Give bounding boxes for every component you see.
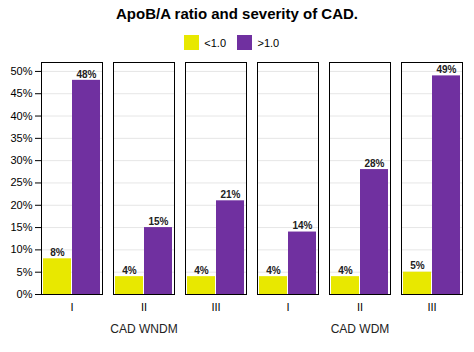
svg-text:III: III <box>427 301 436 313</box>
svg-text:0%: 0% <box>17 288 33 300</box>
svg-text:45%: 45% <box>10 87 32 99</box>
svg-text:CAD WNDM: CAD WNDM <box>110 322 177 336</box>
svg-text:III: III <box>211 301 220 313</box>
html-text:<1.0: <1.0 <box>204 36 226 49</box>
html-text:>1.0: >1.0 <box>257 36 280 49</box>
svg-text:30%: 30% <box>10 154 32 166</box>
svg-text:II: II <box>357 301 363 313</box>
svg-text:20%: 20% <box>10 199 32 211</box>
svg-text:49%: 49% <box>436 64 456 75</box>
svg-text:CAD WDM: CAD WDM <box>331 322 390 336</box>
svg-text:15%: 15% <box>10 221 32 233</box>
svg-text:5%: 5% <box>410 260 425 271</box>
svg-text:I: I <box>286 301 289 313</box>
svg-text:14%: 14% <box>292 220 312 231</box>
svg-text:4%: 4% <box>194 265 209 276</box>
svg-text:10%: 10% <box>10 243 32 255</box>
svg-text:40%: 40% <box>10 110 32 122</box>
svg-text:5%: 5% <box>17 266 33 278</box>
svg-text:28%: 28% <box>364 158 384 169</box>
html-text:ApoB/A ratio and severity of C: ApoB/A ratio and severity of CAD. <box>116 5 358 22</box>
svg-text:4%: 4% <box>122 265 137 276</box>
svg-text:35%: 35% <box>10 132 32 144</box>
svg-text:4%: 4% <box>338 265 353 276</box>
svg-text:15%: 15% <box>148 216 168 227</box>
svg-text:48%: 48% <box>76 69 96 80</box>
svg-text:50%: 50% <box>10 65 32 77</box>
svg-text:II: II <box>141 301 147 313</box>
svg-text:25%: 25% <box>10 176 32 188</box>
svg-text:8%: 8% <box>50 247 65 258</box>
svg-text:I: I <box>70 301 73 313</box>
svg-text:4%: 4% <box>266 265 281 276</box>
svg-text:21%: 21% <box>220 189 240 200</box>
